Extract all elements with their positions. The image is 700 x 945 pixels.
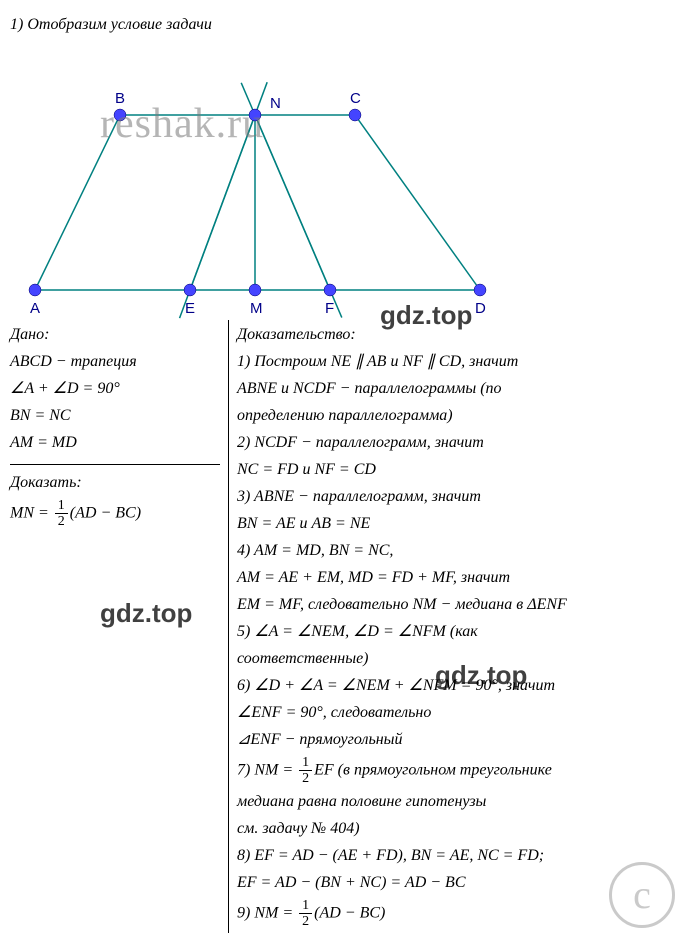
given-title: Дано: — [10, 323, 220, 347]
proof-line: EM = MF, следовательно NM − медиана в ΔE… — [237, 593, 690, 617]
prove-title: Доказать: — [10, 471, 220, 495]
l9b: (AD − BC) — [314, 904, 385, 921]
proof-line: см. задачу № 404) — [237, 817, 690, 841]
given-line: ABCD − трапеция — [10, 350, 220, 374]
proof-title: Доказательство: — [237, 323, 690, 347]
proof-line: соответственные) — [237, 647, 690, 671]
fraction: 12 — [299, 898, 312, 930]
task-header: 1) Отобразим условие задачи — [10, 13, 690, 37]
l7b: EF (в прямоугольном треугольнике — [314, 762, 552, 779]
proof-line-7: 7) NM = 12EF (в прямоугольном треугольни… — [237, 755, 690, 787]
proof-line: AM = AE + EM, MD = FD + MF, значит — [237, 566, 690, 590]
prove-left: MN = — [10, 505, 53, 522]
proof-line: 6) ∠D + ∠A = ∠NEM + ∠NFM = 90°, значит — [237, 674, 690, 698]
proof-line: 3) ABNE − параллелограмм, значит — [237, 485, 690, 509]
frac-num: 1 — [299, 898, 312, 914]
fraction: 12 — [55, 498, 68, 530]
fraction: 12 — [299, 755, 312, 787]
point-label-F: F — [325, 300, 334, 317]
proof-line: 2) NCDF − параллелограмм, значит — [237, 431, 690, 455]
proof-line: определению параллелограмма) — [237, 404, 690, 428]
frac-den: 2 — [299, 914, 312, 929]
point-label-E: E — [185, 300, 195, 317]
given-line: ∠A + ∠D = 90° — [10, 377, 220, 401]
frac-den: 2 — [55, 514, 68, 529]
point-label-B: B — [115, 90, 125, 107]
proof-line: ABNE и NCDF − параллелограммы (по — [237, 377, 690, 401]
copyright-icon: c — [609, 862, 675, 928]
point-label-C: C — [350, 90, 361, 107]
left-column: Дано: ABCD − трапеция ∠A + ∠D = 90° BN =… — [10, 320, 229, 933]
prove-right: (AD − BC) — [70, 505, 141, 522]
frac-den: 2 — [299, 771, 312, 786]
point-label-M: M — [250, 300, 263, 317]
proof-line: 5) ∠A = ∠NEM, ∠D = ∠NFM (как — [237, 620, 690, 644]
given-line: AM = MD — [10, 431, 220, 455]
proof-line: ⊿ENF − прямоугольный — [237, 728, 690, 752]
proof-line: 1) Построим NE ∥ AB и NF ∥ CD, значит — [237, 350, 690, 374]
proof-line: 8) EF = AD − (AE + FD), BN = AE, NC = FD… — [237, 844, 690, 868]
point-label-N: N — [270, 95, 281, 112]
l7a: 7) NM = — [237, 762, 297, 779]
given-line: BN = NC — [10, 404, 220, 428]
geometry-diagram: reshak.ru ABNCDEMF — [10, 40, 510, 320]
l9a: 9) NM = — [237, 904, 297, 921]
given-block: Дано: ABCD − трапеция ∠A + ∠D = 90° BN =… — [10, 323, 220, 465]
proof-line: NC = FD и NF = CD — [237, 458, 690, 482]
proof-line: ∠ENF = 90°, следовательно — [237, 701, 690, 725]
proof-line: BN = AE и AB = NE — [237, 512, 690, 536]
proof-line: 4) AM = MD, BN = NC, — [237, 539, 690, 563]
right-column: Доказательство: 1) Построим NE ∥ AB и NF… — [229, 320, 690, 933]
prove-block: Доказать: MN = 12(AD − BC) — [10, 471, 220, 530]
frac-num: 1 — [299, 755, 312, 771]
point-label-D: D — [475, 300, 486, 317]
point-label-A: A — [30, 300, 40, 317]
proof-line: медиана равна половине гипотенузы — [237, 790, 690, 814]
prove-expression: MN = 12(AD − BC) — [10, 498, 220, 530]
frac-num: 1 — [55, 498, 68, 514]
content-columns: Дано: ABCD − трапеция ∠A + ∠D = 90° BN =… — [10, 320, 690, 933]
